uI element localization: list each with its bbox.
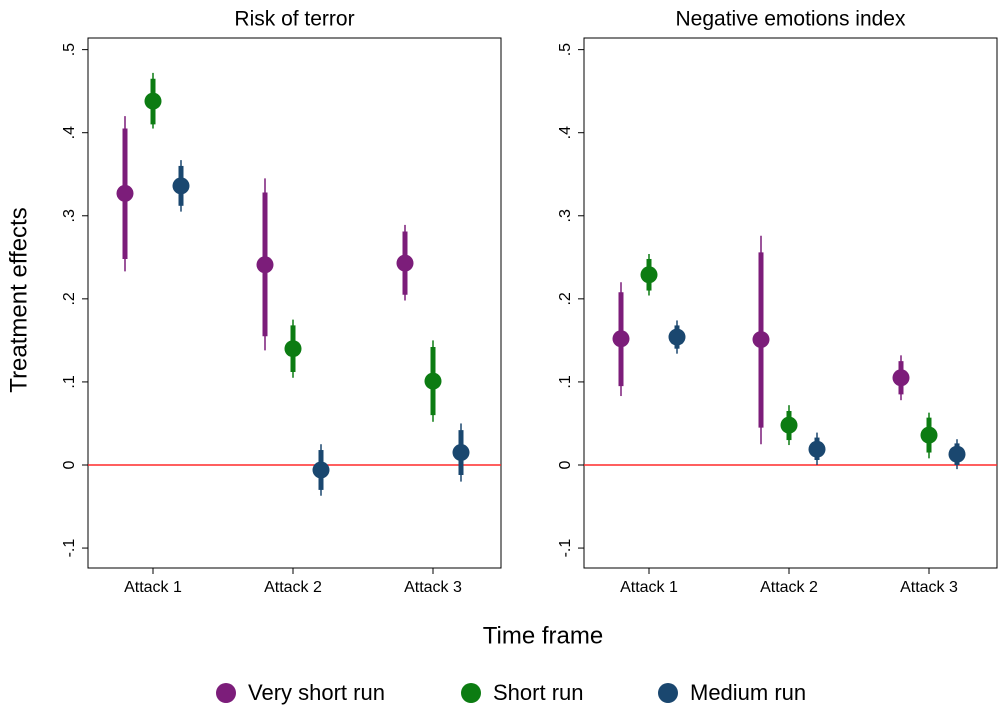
y-tick-label: .1 — [557, 375, 574, 388]
x-tick-label: Attack 3 — [900, 579, 958, 596]
y-tick-label: 0 — [61, 460, 78, 469]
y-tick-label: .4 — [557, 126, 574, 139]
point-estimate — [284, 340, 302, 358]
point-estimate — [808, 440, 826, 458]
point-estimate — [116, 184, 134, 202]
panel-title: Negative emotions index — [676, 8, 906, 31]
point-estimate — [948, 445, 966, 463]
y-tick-label: .2 — [61, 292, 78, 305]
x-axis-title: Time frame — [483, 622, 603, 649]
y-tick-label: -.1 — [557, 539, 574, 558]
x-tick-label: Attack 2 — [264, 579, 322, 596]
x-tick-label: Attack 2 — [760, 579, 818, 596]
point-estimate — [640, 266, 658, 284]
y-tick-label: .3 — [61, 209, 78, 222]
point-estimate — [752, 331, 770, 349]
point-estimate — [144, 92, 162, 110]
y-tick-label: .5 — [61, 43, 78, 56]
point-estimate — [452, 444, 470, 462]
legend-label: Short run — [493, 680, 584, 705]
point-estimate — [612, 330, 630, 348]
point-estimate — [172, 177, 190, 195]
x-tick-label: Attack 1 — [620, 579, 678, 596]
legend-marker — [461, 683, 481, 703]
panel-title: Risk of terror — [234, 8, 354, 31]
y-tick-label: .3 — [557, 209, 574, 222]
legend-label: Very short run — [248, 680, 385, 705]
point-estimate — [424, 372, 442, 390]
point-estimate — [892, 369, 910, 387]
point-estimate — [920, 426, 938, 444]
y-tick-label: 0 — [557, 460, 574, 469]
legend-marker — [216, 683, 236, 703]
legend-label: Medium run — [690, 680, 806, 705]
point-estimate — [668, 328, 686, 346]
x-tick-label: Attack 1 — [124, 579, 182, 596]
legend-marker — [658, 683, 678, 703]
point-estimate — [780, 416, 798, 434]
point-estimate — [312, 461, 330, 479]
y-tick-label: -.1 — [61, 539, 78, 558]
y-axis-title: Treatment effects — [5, 207, 32, 392]
point-estimate — [256, 256, 274, 274]
y-tick-label: .1 — [61, 375, 78, 388]
plot-frame — [583, 37, 998, 569]
y-tick-label: .4 — [61, 126, 78, 139]
y-tick-label: .5 — [557, 43, 574, 56]
y-tick-label: .2 — [557, 292, 574, 305]
plot-frame — [87, 37, 502, 569]
point-estimate — [396, 254, 414, 272]
x-tick-label: Attack 3 — [404, 579, 462, 596]
